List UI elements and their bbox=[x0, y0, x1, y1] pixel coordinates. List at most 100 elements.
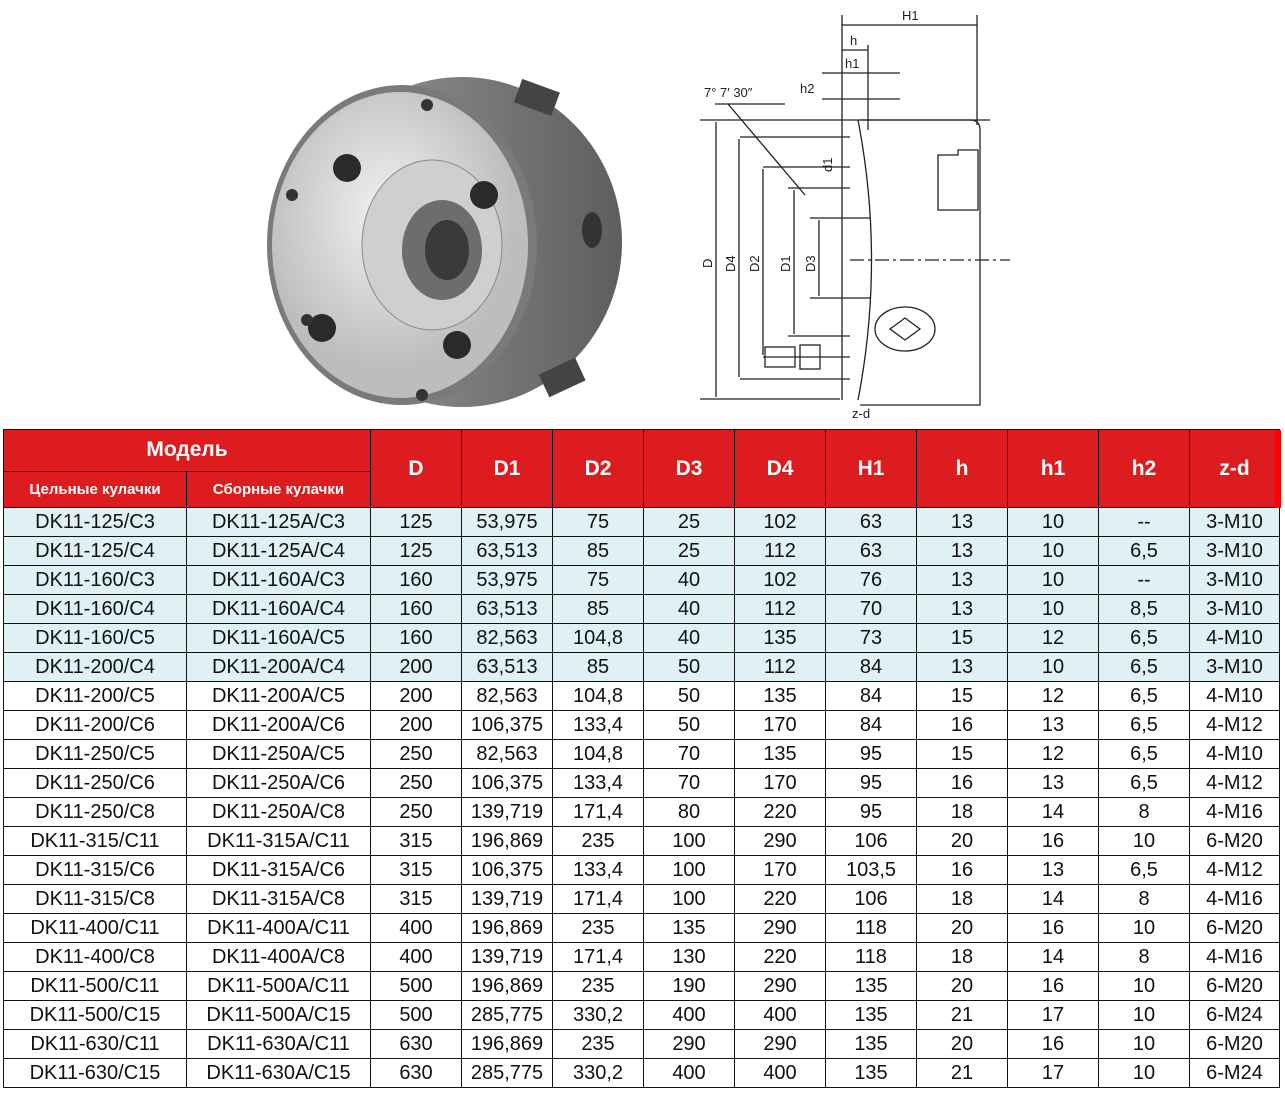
table-cell: 285,775 bbox=[461, 1000, 553, 1030]
table-cell: 170 bbox=[734, 768, 826, 798]
table-cell: 196,869 bbox=[461, 1029, 553, 1059]
table-cell: 6-M24 bbox=[1189, 1000, 1280, 1030]
label-D2: D2 bbox=[747, 255, 762, 272]
table-cell: DK11-400/C8 bbox=[3, 942, 187, 972]
table-cell: 630 bbox=[370, 1058, 462, 1088]
table-cell: 6-M20 bbox=[1189, 826, 1280, 856]
label-z-d: z-d bbox=[852, 406, 870, 420]
table-cell: 70 bbox=[643, 739, 735, 769]
table-cell: 160 bbox=[370, 565, 462, 595]
table-cell: 135 bbox=[825, 971, 917, 1001]
table-cell: 40 bbox=[643, 594, 735, 624]
table-cell: 8 bbox=[1098, 797, 1190, 827]
table-cell: 63,513 bbox=[461, 536, 553, 566]
table-cell: 400 bbox=[643, 1058, 735, 1088]
table-cell: 4-M12 bbox=[1189, 855, 1280, 885]
table-cell: 200 bbox=[370, 710, 462, 740]
table-cell: 12 bbox=[1007, 681, 1099, 711]
table-cell: 135 bbox=[825, 1058, 917, 1088]
table-cell: 21 bbox=[916, 1000, 1008, 1030]
table-cell: 20 bbox=[916, 826, 1008, 856]
chuck-photo bbox=[267, 77, 622, 407]
table-cell: 104,8 bbox=[552, 623, 644, 653]
table-cell: 16 bbox=[1007, 971, 1099, 1001]
table-cell: 102 bbox=[734, 507, 826, 537]
table-cell: 112 bbox=[734, 594, 826, 624]
table-cell: DK11-400A/C8 bbox=[186, 942, 371, 972]
table-cell: 84 bbox=[825, 681, 917, 711]
header-h: h bbox=[916, 429, 1008, 508]
header-D1: D1 bbox=[461, 429, 553, 508]
table-cell: DK11-400A/C11 bbox=[186, 913, 371, 943]
table-cell: 102 bbox=[734, 565, 826, 595]
label-h: h bbox=[850, 33, 857, 48]
header-h2: h2 bbox=[1098, 429, 1190, 508]
table-cell: 630 bbox=[370, 1029, 462, 1059]
table-cell: 330,2 bbox=[552, 1000, 644, 1030]
table-cell: 500 bbox=[370, 1000, 462, 1030]
table-cell: 250 bbox=[370, 797, 462, 827]
table-cell: DK11-200A/C4 bbox=[186, 652, 371, 682]
table-cell: 235 bbox=[552, 913, 644, 943]
table-cell: 17 bbox=[1007, 1000, 1099, 1030]
table-cell: DK11-500A/C15 bbox=[186, 1000, 371, 1030]
table-cell: 500 bbox=[370, 971, 462, 1001]
table-cell: 63,513 bbox=[461, 652, 553, 682]
table-cell: 170 bbox=[734, 710, 826, 740]
table-cell: 125 bbox=[370, 536, 462, 566]
table-cell: 139,719 bbox=[461, 797, 553, 827]
header-D3: D3 bbox=[643, 429, 735, 508]
table-cell: 6-M20 bbox=[1189, 971, 1280, 1001]
table-cell: 250 bbox=[370, 739, 462, 769]
table-cell: DK11-250A/C8 bbox=[186, 797, 371, 827]
table-cell: DK11-200A/C5 bbox=[186, 681, 371, 711]
table-cell: 14 bbox=[1007, 942, 1099, 972]
table-cell: 235 bbox=[552, 1029, 644, 1059]
table-cell: 6,5 bbox=[1098, 681, 1190, 711]
label-D4: D4 bbox=[723, 255, 738, 272]
table-cell: 106 bbox=[825, 884, 917, 914]
table-cell: 10 bbox=[1098, 1029, 1190, 1059]
table-cell: 10 bbox=[1007, 565, 1099, 595]
table-cell: 53,975 bbox=[461, 565, 553, 595]
table-cell: 50 bbox=[643, 681, 735, 711]
table-cell: 3-M10 bbox=[1189, 652, 1280, 682]
table-cell: 4-M12 bbox=[1189, 710, 1280, 740]
table-cell: 6,5 bbox=[1098, 739, 1190, 769]
table-cell: 82,563 bbox=[461, 739, 553, 769]
table-row: DK11-250/C5 DK11-250A/C5 250 82,563 104,8 70 1… bbox=[3, 739, 1280, 769]
table-cell: 80 bbox=[643, 797, 735, 827]
table-cell: 84 bbox=[825, 710, 917, 740]
table-cell: 400 bbox=[643, 1000, 735, 1030]
table-cell: DK11-125A/C3 bbox=[186, 507, 371, 537]
table-row: DK11-160/C3 DK11-160A/C3 160 53,975 75 40 102 7… bbox=[3, 565, 1280, 595]
header-H1: H1 bbox=[825, 429, 917, 508]
table-cell: 13 bbox=[916, 507, 1008, 537]
table-cell: 170 bbox=[734, 855, 826, 885]
table-cell: DK11-200/C6 bbox=[3, 710, 187, 740]
table-row: DK11-160/C4 DK11-160A/C4 160 63,513 85 40 112 7… bbox=[3, 594, 1280, 624]
table-cell: DK11-630A/C15 bbox=[186, 1058, 371, 1088]
table-cell: DK11-630/C15 bbox=[3, 1058, 187, 1088]
header-D: D bbox=[370, 429, 462, 508]
table-cell: 16 bbox=[1007, 1029, 1099, 1059]
table-cell: DK11-250A/C5 bbox=[186, 739, 371, 769]
table-cell: 70 bbox=[643, 768, 735, 798]
table-row: DK11-630/C15 DK11-630A/C15 630 285,775 330,2… bbox=[3, 1058, 1280, 1088]
table-cell: DK11-160A/C4 bbox=[186, 594, 371, 624]
header-D4: D4 bbox=[734, 429, 826, 508]
table-cell: 14 bbox=[1007, 797, 1099, 827]
table-cell: 6,5 bbox=[1098, 536, 1190, 566]
table-cell: 13 bbox=[916, 565, 1008, 595]
table-cell: 25 bbox=[643, 507, 735, 537]
label-h2: h2 bbox=[800, 81, 814, 96]
table-row: DK11-315/C6 DK11-315A/C6 315 106,375 133,4 10… bbox=[3, 855, 1280, 885]
table-row: DK11-200/C4 DK11-200A/C4 200 63,513 85 50 112 8… bbox=[3, 652, 1280, 682]
table-cell: 6,5 bbox=[1098, 768, 1190, 798]
table-cell: DK11-630/C11 bbox=[3, 1029, 187, 1059]
table-cell: 100 bbox=[643, 826, 735, 856]
table-cell: 6-M20 bbox=[1189, 1029, 1280, 1059]
header-h1: h1 bbox=[1007, 429, 1099, 508]
table-cell: 135 bbox=[734, 681, 826, 711]
table-cell: 63 bbox=[825, 536, 917, 566]
